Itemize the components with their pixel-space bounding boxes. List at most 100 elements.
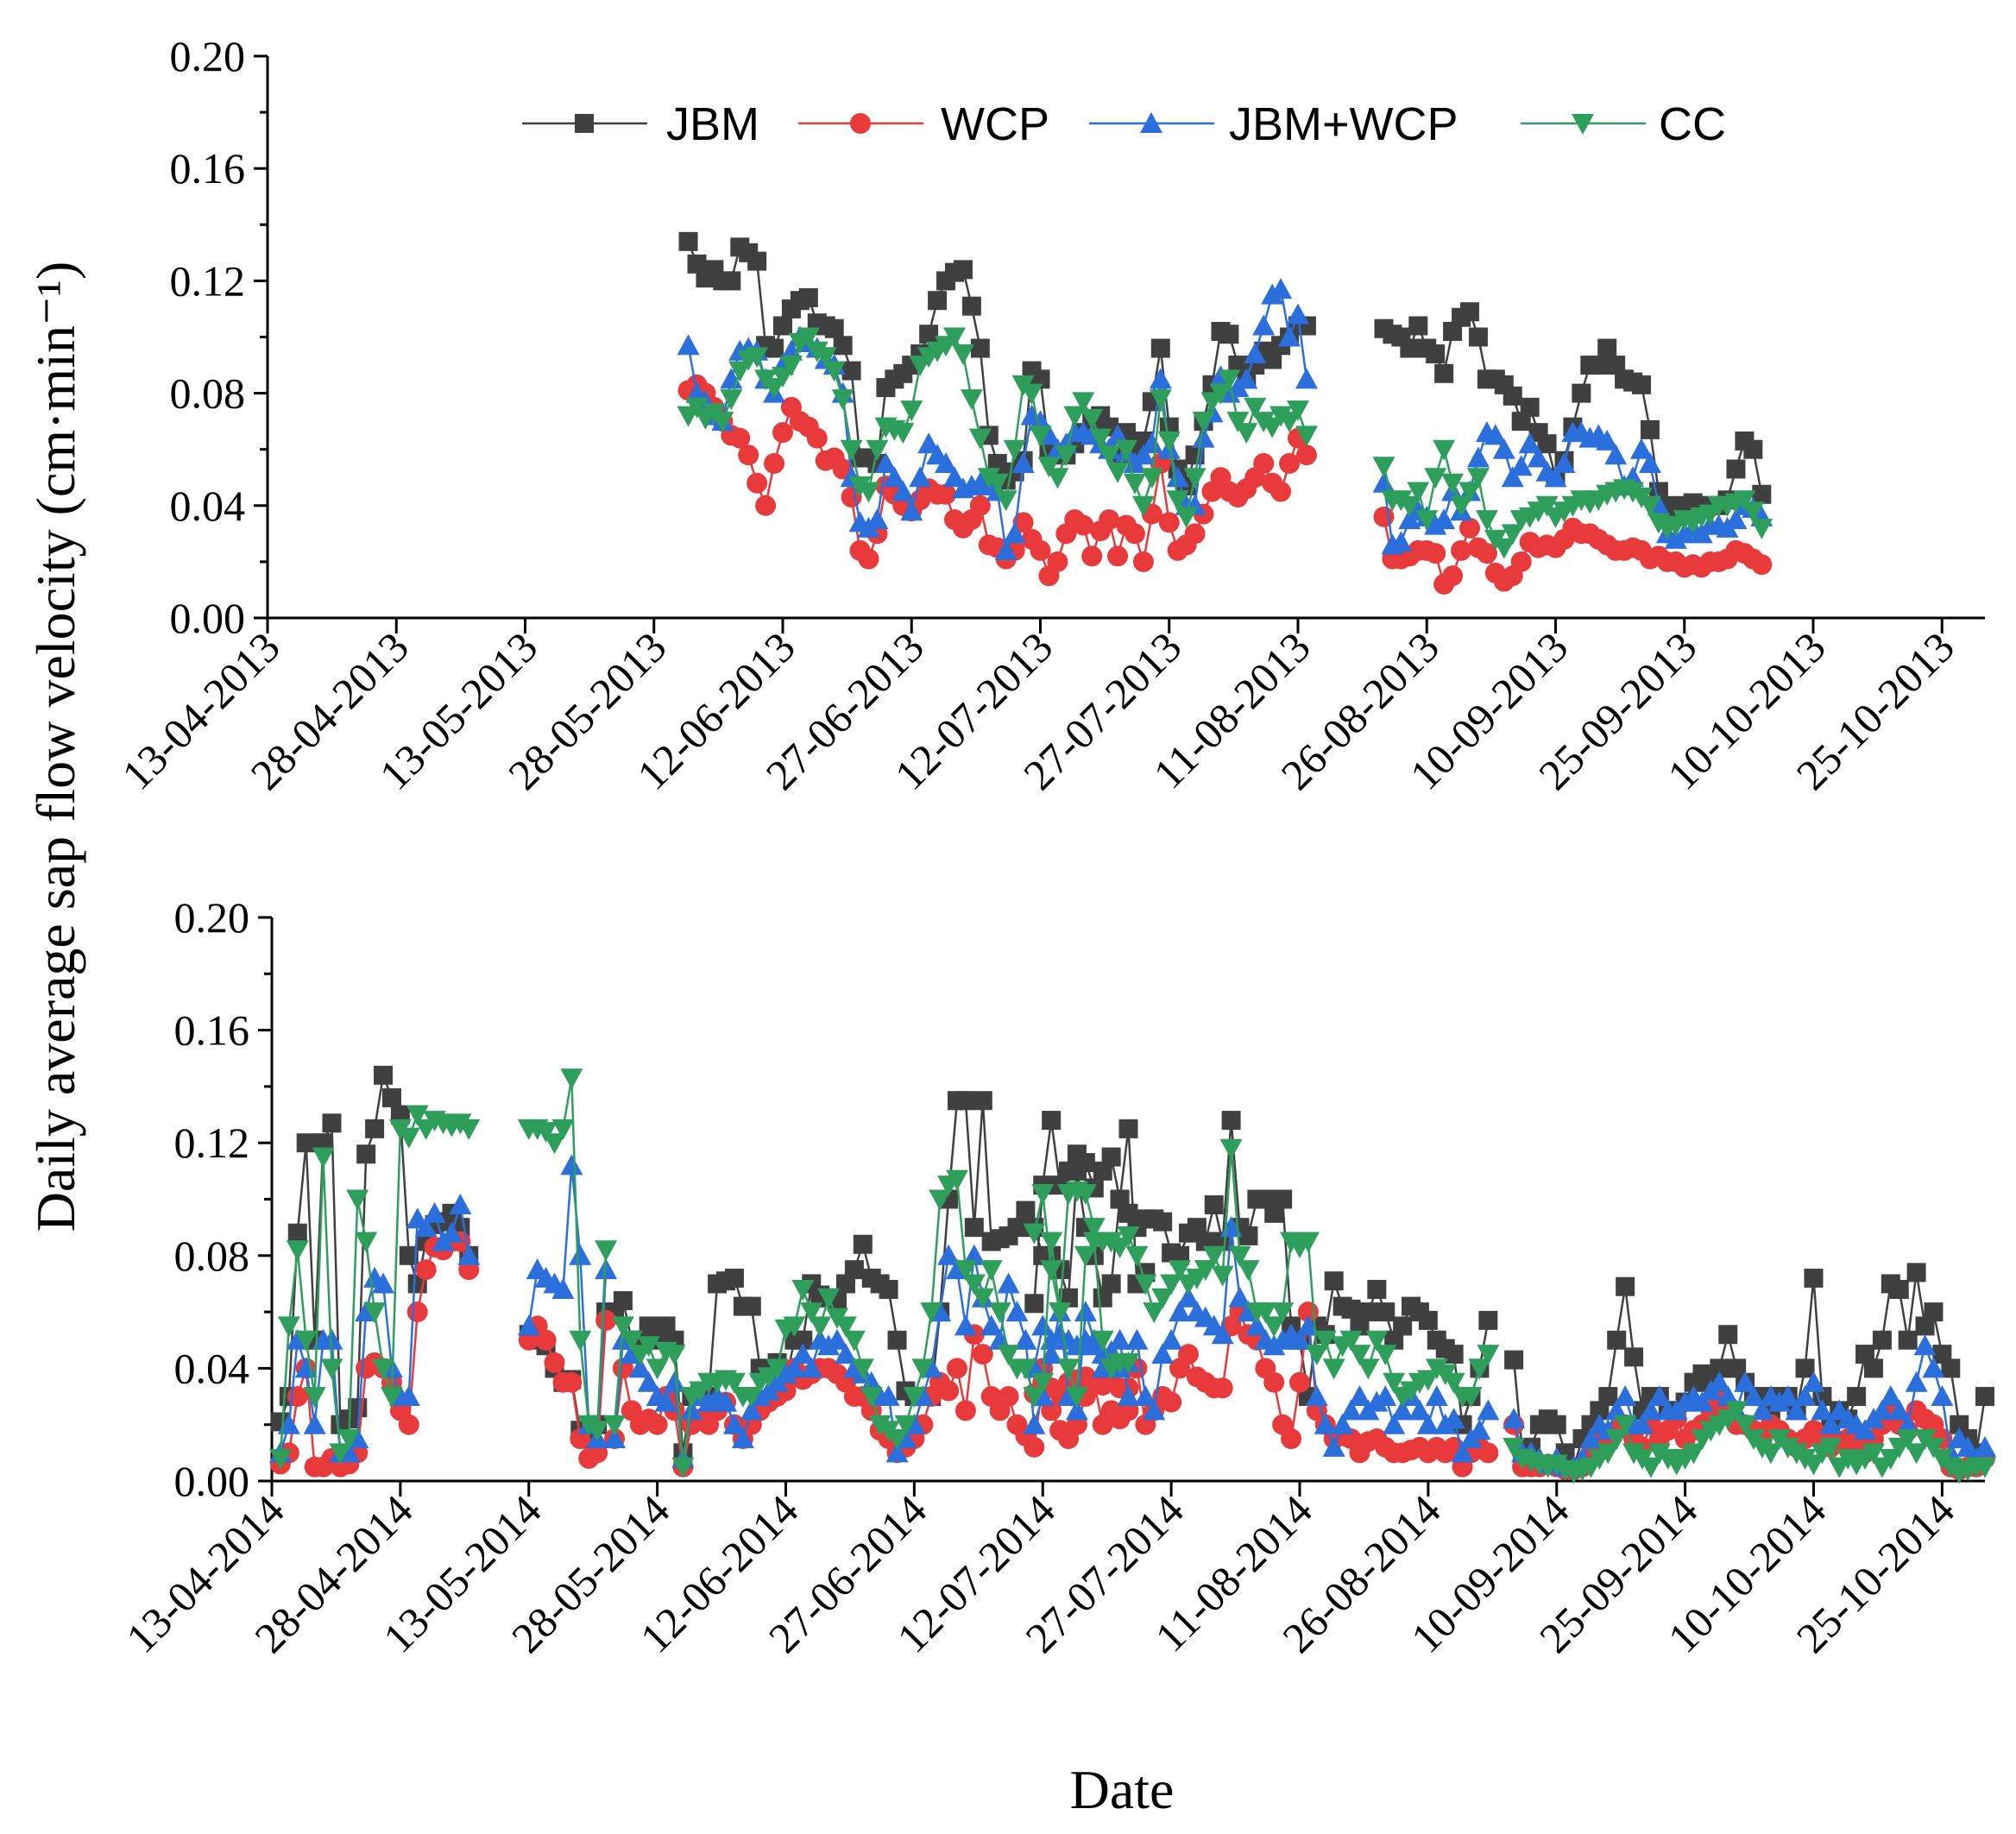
data-point bbox=[1228, 1245, 1251, 1267]
data-point bbox=[1374, 1345, 1397, 1366]
data-point bbox=[1357, 1358, 1380, 1380]
panel-2014: 0.000.040.080.120.160.2013-04-201428-04-… bbox=[117, 893, 1996, 1662]
data-point bbox=[1123, 473, 1146, 495]
data-point bbox=[1295, 368, 1318, 389]
data-point bbox=[1537, 434, 1557, 454]
data-point bbox=[1322, 1358, 1345, 1380]
data-point bbox=[399, 1245, 419, 1265]
data-point bbox=[1750, 1399, 1773, 1421]
data-point bbox=[1442, 1372, 1465, 1394]
data-point bbox=[722, 1413, 746, 1434]
data-point bbox=[1509, 455, 1533, 476]
data-point bbox=[1140, 432, 1163, 454]
data-point bbox=[1941, 1358, 1961, 1378]
data-point bbox=[747, 472, 768, 494]
data-point bbox=[535, 1329, 557, 1351]
data-point bbox=[1572, 383, 1591, 403]
data-point bbox=[1014, 1358, 1037, 1380]
data-point bbox=[1063, 406, 1087, 427]
data-point bbox=[337, 1429, 361, 1451]
data-point bbox=[1607, 1330, 1627, 1350]
legend-marker bbox=[850, 113, 871, 134]
data-point bbox=[844, 1260, 864, 1280]
data-point bbox=[637, 1371, 660, 1392]
data-point bbox=[1263, 1371, 1285, 1393]
data-point bbox=[1913, 1334, 1937, 1356]
data-point bbox=[1331, 1413, 1354, 1434]
data-point bbox=[1862, 1443, 1885, 1465]
data-point bbox=[946, 1169, 968, 1191]
data-point bbox=[1682, 1443, 1705, 1465]
data-point bbox=[779, 339, 803, 361]
data-point bbox=[1922, 1437, 1945, 1459]
data-point bbox=[961, 296, 981, 316]
data-point bbox=[1527, 446, 1550, 468]
data-point bbox=[1400, 338, 1420, 358]
data-point bbox=[1450, 495, 1473, 517]
y-tick-label: 0.00 bbox=[170, 594, 246, 642]
data-point bbox=[817, 1288, 841, 1309]
data-point bbox=[398, 1414, 419, 1435]
data-point bbox=[1510, 551, 1532, 572]
data-point bbox=[1376, 1302, 1395, 1322]
data-point bbox=[1287, 400, 1309, 422]
data-point bbox=[320, 1358, 343, 1380]
data-point bbox=[1383, 1372, 1406, 1394]
data-point bbox=[853, 1234, 873, 1254]
legend-marker bbox=[575, 114, 594, 133]
data-point bbox=[860, 1387, 883, 1409]
data-point bbox=[1742, 501, 1765, 523]
data-point bbox=[954, 1400, 976, 1421]
data-point bbox=[1218, 369, 1241, 391]
data-point bbox=[954, 1314, 977, 1336]
data-point bbox=[1192, 426, 1215, 448]
data-point bbox=[1407, 482, 1430, 503]
data-point bbox=[729, 427, 751, 449]
data-point bbox=[1150, 338, 1170, 358]
data-point bbox=[1365, 1330, 1389, 1352]
data-point bbox=[457, 1119, 481, 1140]
data-point bbox=[1898, 1330, 1918, 1350]
data-point bbox=[755, 495, 777, 516]
data-point bbox=[783, 1357, 806, 1378]
data-point bbox=[809, 1316, 832, 1338]
data-point bbox=[1003, 522, 1026, 544]
data-point bbox=[1235, 368, 1258, 389]
data-point bbox=[988, 1302, 1011, 1324]
data-point bbox=[1389, 531, 1413, 552]
data-point bbox=[303, 1413, 326, 1434]
data-point bbox=[671, 1457, 695, 1478]
data-point bbox=[1158, 512, 1180, 533]
data-point bbox=[1107, 545, 1129, 567]
data-point bbox=[1314, 1330, 1337, 1352]
data-point bbox=[1367, 1279, 1387, 1299]
data-point bbox=[711, 412, 734, 433]
data-point bbox=[791, 1343, 815, 1364]
data-point bbox=[936, 483, 957, 505]
data-point bbox=[879, 1279, 898, 1299]
data-point bbox=[296, 1133, 316, 1153]
data-point bbox=[1115, 439, 1137, 461]
data-point bbox=[1118, 1119, 1138, 1138]
data-point bbox=[1125, 1328, 1149, 1350]
data-point bbox=[613, 1291, 633, 1311]
data-point bbox=[1974, 1457, 1996, 1478]
y-tick-label: 0.04 bbox=[174, 1344, 250, 1392]
data-point bbox=[731, 1427, 754, 1449]
data-point bbox=[1795, 1358, 1815, 1378]
data-point bbox=[764, 452, 785, 474]
data-point bbox=[1037, 457, 1061, 478]
data-point bbox=[397, 1385, 420, 1407]
data-point bbox=[1273, 1189, 1293, 1209]
data-point bbox=[1237, 1260, 1260, 1282]
data-point bbox=[1166, 466, 1189, 488]
data-point bbox=[1484, 424, 1507, 445]
data-point bbox=[798, 287, 818, 307]
data-point bbox=[1134, 1274, 1157, 1295]
data-point bbox=[1082, 1218, 1106, 1239]
data-point bbox=[457, 1244, 481, 1265]
data-point bbox=[1717, 1385, 1740, 1407]
data-point bbox=[287, 1223, 307, 1243]
data-point bbox=[1906, 1263, 1926, 1283]
data-point bbox=[569, 1330, 592, 1352]
